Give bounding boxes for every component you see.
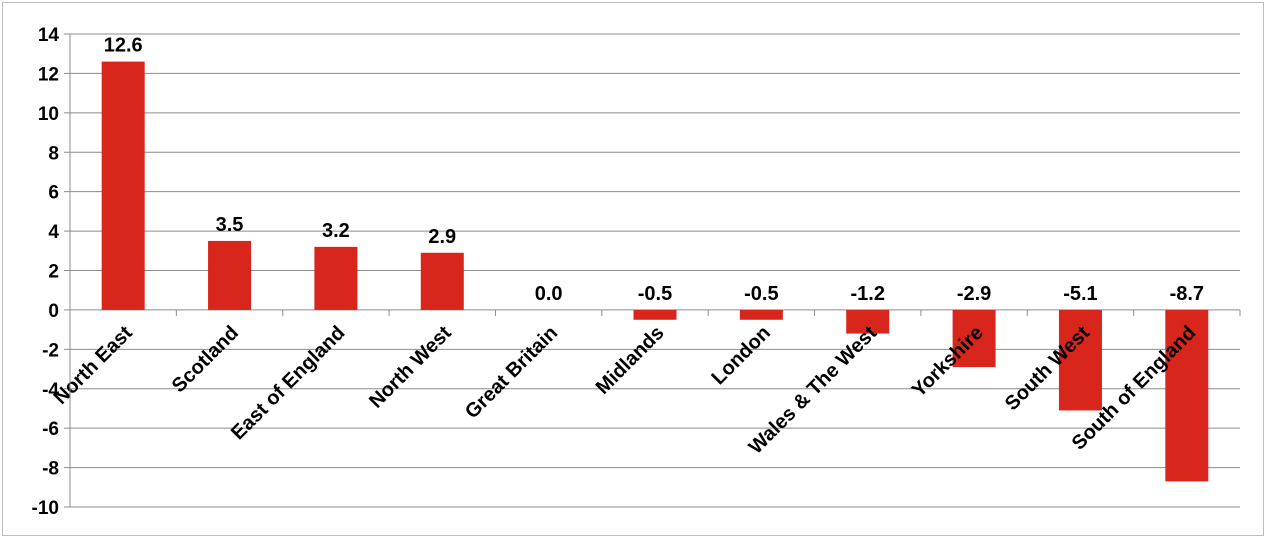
y-axis-ticks: -10 -8 -6 -4 -2 0 2 4 6 8 10 12 14 [32, 25, 1241, 519]
bar [420, 252, 464, 310]
data-label: -8.7 [1170, 283, 1204, 305]
y-tick-label: 6 [48, 183, 59, 204]
data-label: 2.9 [428, 226, 456, 248]
category-label: London [708, 322, 775, 389]
bar [208, 240, 252, 310]
bar [633, 309, 677, 320]
gridlines [70, 33, 1240, 508]
bar [846, 309, 890, 334]
y-tick-label: 8 [48, 143, 59, 164]
data-label: -2.9 [957, 283, 991, 305]
bar [739, 309, 783, 320]
data-label: 12.6 [104, 35, 143, 57]
bar [1058, 309, 1102, 411]
bar [101, 61, 145, 310]
y-tick-label: -8 [42, 459, 59, 480]
y-tick-label: 10 [38, 104, 59, 125]
category-label: East of England [227, 322, 349, 444]
y-tick-label: -4 [42, 380, 59, 401]
category-label: Great Britain [461, 322, 562, 423]
data-label: -0.5 [744, 283, 778, 305]
y-tick-label: -10 [32, 498, 59, 519]
bar [952, 309, 996, 368]
category-label: Midlands [592, 322, 669, 399]
y-tick-label: 14 [38, 25, 60, 46]
data-labels: 12.6 3.5 3.2 2.9 0.0 -0.5 -0.5 -1.2 -2.9 -5.1 -8.7 [104, 35, 1204, 305]
y-tick-label: 2 [48, 262, 59, 283]
category-label: Scotland [168, 322, 243, 397]
y-tick-label: 12 [38, 64, 59, 85]
y-tick-label: -6 [42, 419, 59, 440]
y-tick-label: 0 [48, 301, 59, 322]
bar [314, 246, 358, 310]
data-label: 3.2 [322, 220, 350, 242]
data-label: 0.0 [535, 283, 563, 305]
data-label: 3.5 [216, 214, 244, 236]
bar [1165, 309, 1209, 482]
y-tick-label: -2 [42, 340, 59, 361]
category-label: North West [365, 322, 456, 413]
data-label: -1.2 [850, 283, 884, 305]
y-tick-label: 4 [48, 222, 59, 243]
chart-frame [2, 2, 1264, 536]
data-label: -5.1 [1063, 283, 1097, 305]
data-label: -0.5 [638, 283, 672, 305]
category-label: North East [50, 322, 137, 409]
bars [101, 61, 1209, 482]
